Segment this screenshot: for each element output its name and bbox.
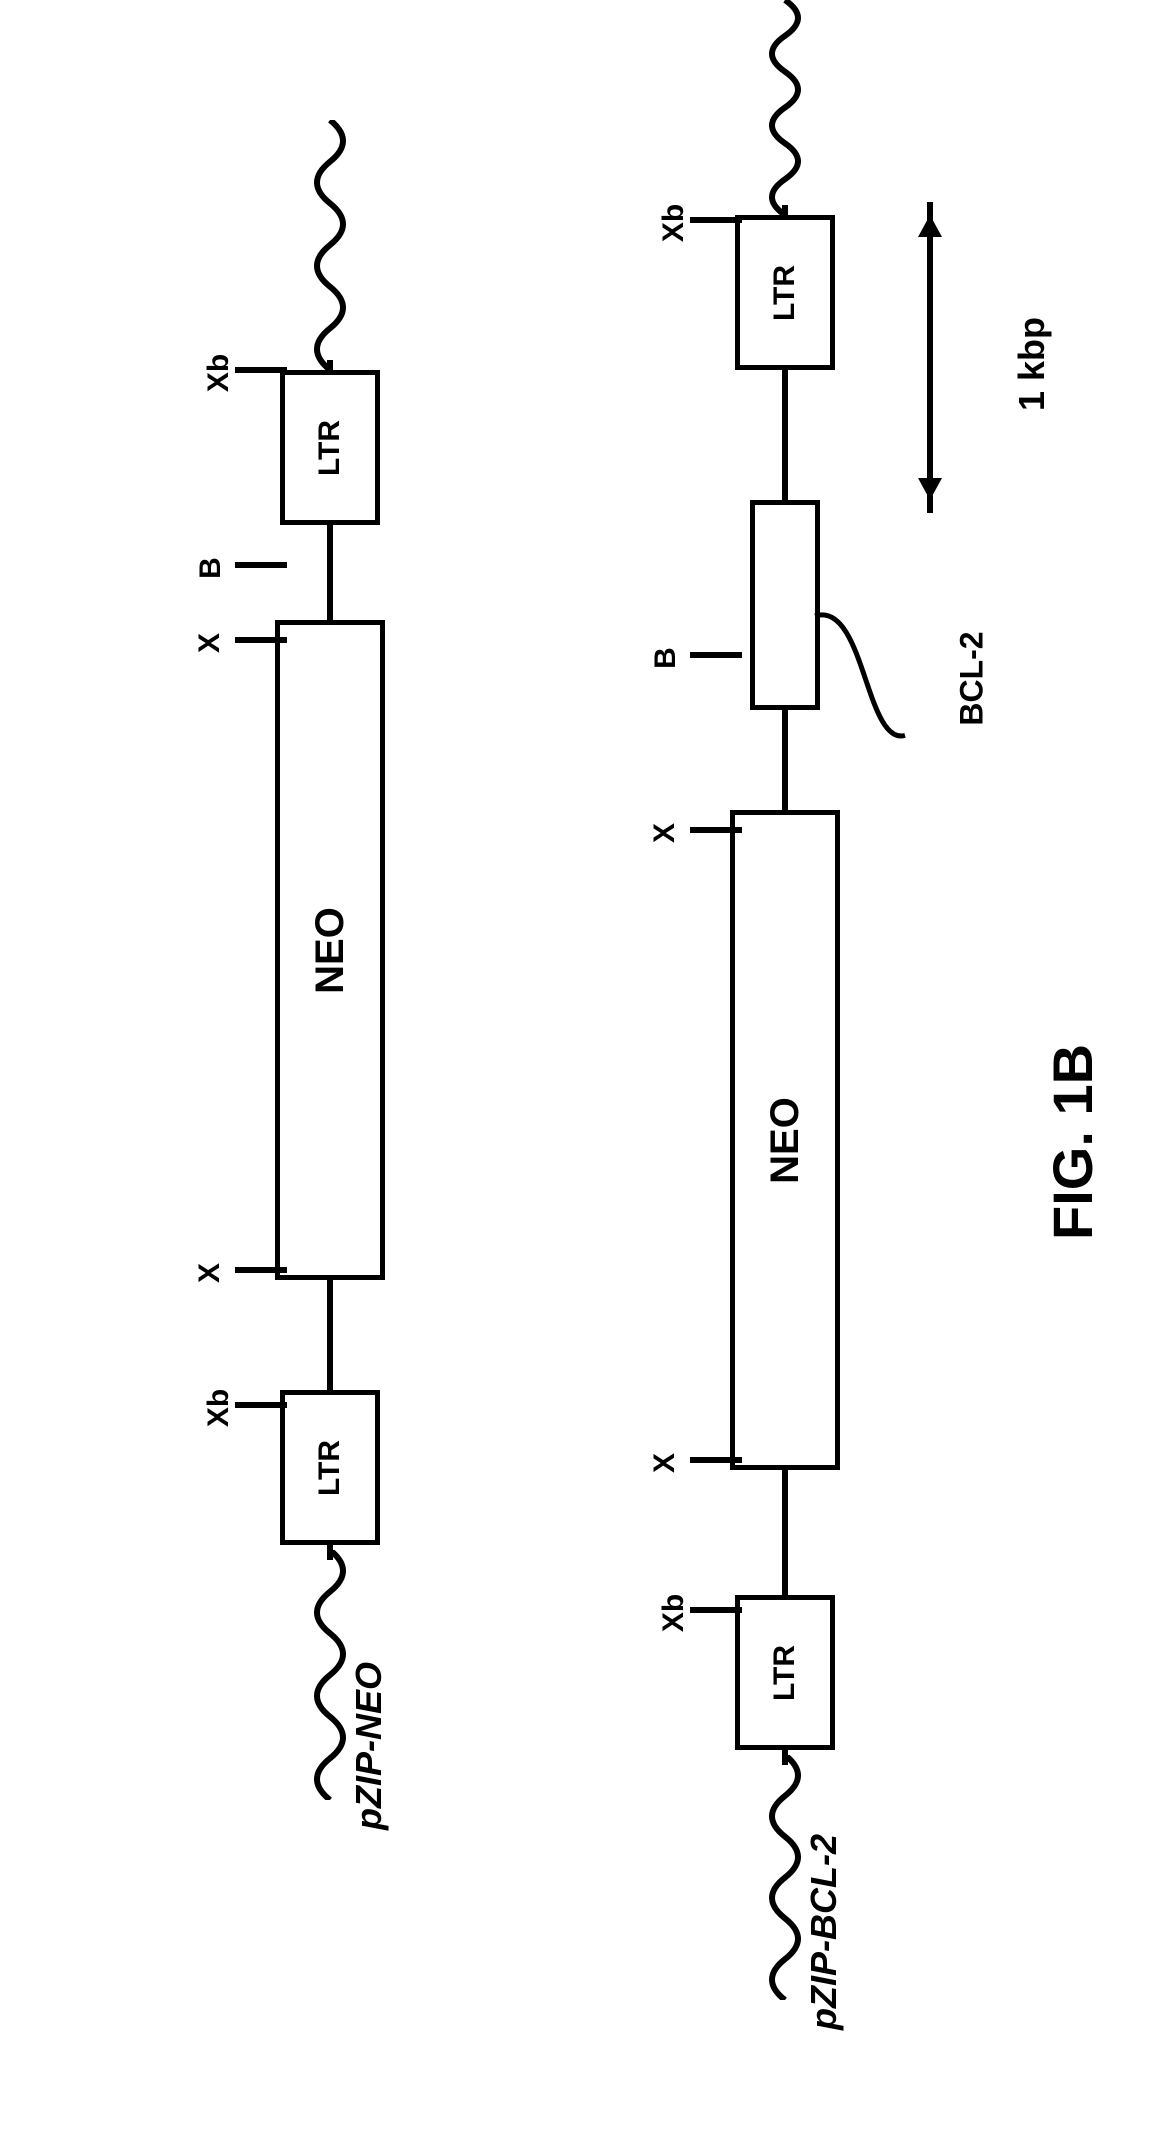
ltr-right-label: LTR	[768, 1644, 802, 1700]
ltr-right-box: LTR	[735, 1595, 835, 1750]
restriction-site-label: Xb	[202, 354, 236, 392]
restriction-site-label: Xb	[657, 204, 691, 242]
restriction-site-tick	[690, 1607, 742, 1613]
ltr-right-label: LTR	[313, 1439, 347, 1495]
restriction-site-tick	[235, 562, 287, 568]
restriction-site-label: X	[648, 823, 682, 843]
restriction-site-label: X	[648, 1453, 682, 1473]
plasmid-wave	[745, 0, 825, 215]
restriction-site-label: X	[193, 1263, 227, 1283]
restriction-site-tick	[235, 637, 287, 643]
ltr-right-box: LTR	[280, 1390, 380, 1545]
restriction-site-label: Xb	[202, 1389, 236, 1427]
neo-box: NEO	[275, 620, 385, 1280]
restriction-site-tick	[235, 367, 287, 373]
restriction-site-label: X	[193, 633, 227, 653]
ltr-left-label: LTR	[768, 264, 802, 320]
scale-bar-label: 1 kbp	[1011, 316, 1053, 410]
bcl2-callout-line	[805, 606, 935, 766]
ltr-left-box: LTR	[280, 370, 380, 525]
restriction-site-tick	[690, 217, 742, 223]
restriction-site-tick	[690, 827, 742, 833]
restriction-site-tick	[690, 1457, 742, 1463]
neo-label: NEO	[763, 1097, 808, 1184]
restriction-site-label: Xb	[657, 1594, 691, 1632]
figure-label: FIG. 1B	[1040, 1044, 1105, 1240]
neo-box: NEO	[730, 810, 840, 1470]
restriction-site-label: B	[194, 557, 228, 579]
ltr-left-box: LTR	[735, 215, 835, 370]
ltr-left-label: LTR	[313, 419, 347, 475]
scale-bar	[910, 215, 950, 500]
construct-name: pZIP-NEO	[348, 1662, 390, 1830]
restriction-site-tick	[235, 1267, 287, 1273]
plasmid-wave	[290, 120, 370, 370]
restriction-site-tick	[235, 1402, 287, 1408]
neo-label: NEO	[308, 907, 353, 994]
restriction-site-tick	[690, 652, 742, 658]
construct-name: pZIP-BCL-2	[803, 1834, 845, 2030]
bcl2-callout-label: BCL-2	[954, 631, 991, 725]
restriction-site-label: B	[649, 647, 683, 669]
